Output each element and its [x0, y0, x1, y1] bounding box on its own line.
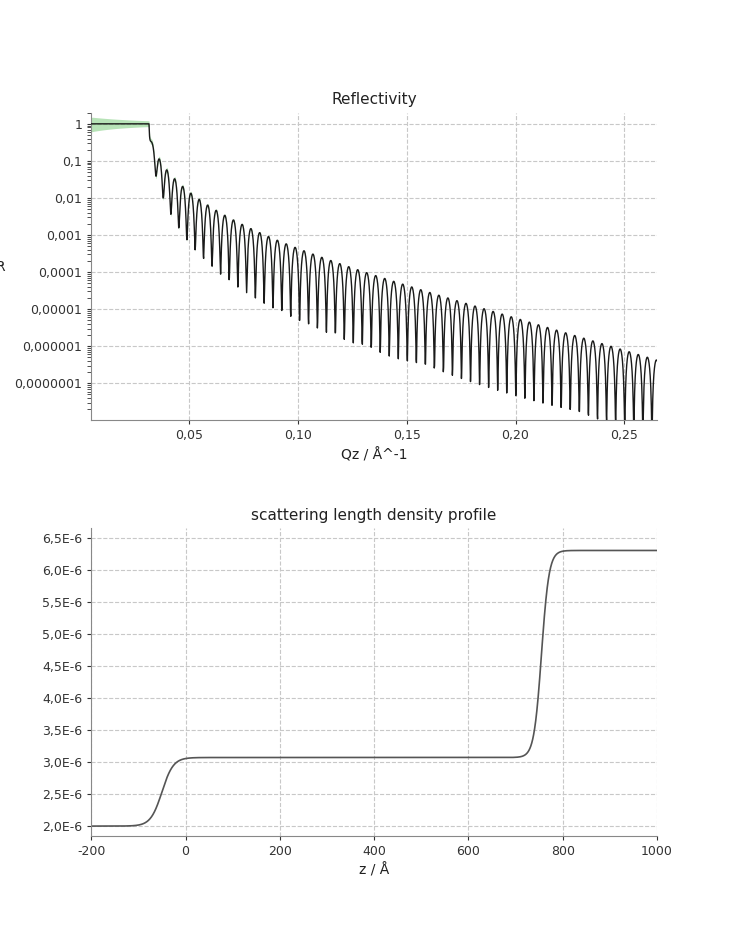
Title: Reflectivity: Reflectivity — [331, 92, 417, 107]
Y-axis label: R: R — [0, 259, 5, 273]
Title: scattering length density profile: scattering length density profile — [251, 508, 497, 523]
X-axis label: Qz / Å^-1: Qz / Å^-1 — [341, 448, 407, 462]
X-axis label: z / Å: z / Å — [359, 863, 389, 878]
